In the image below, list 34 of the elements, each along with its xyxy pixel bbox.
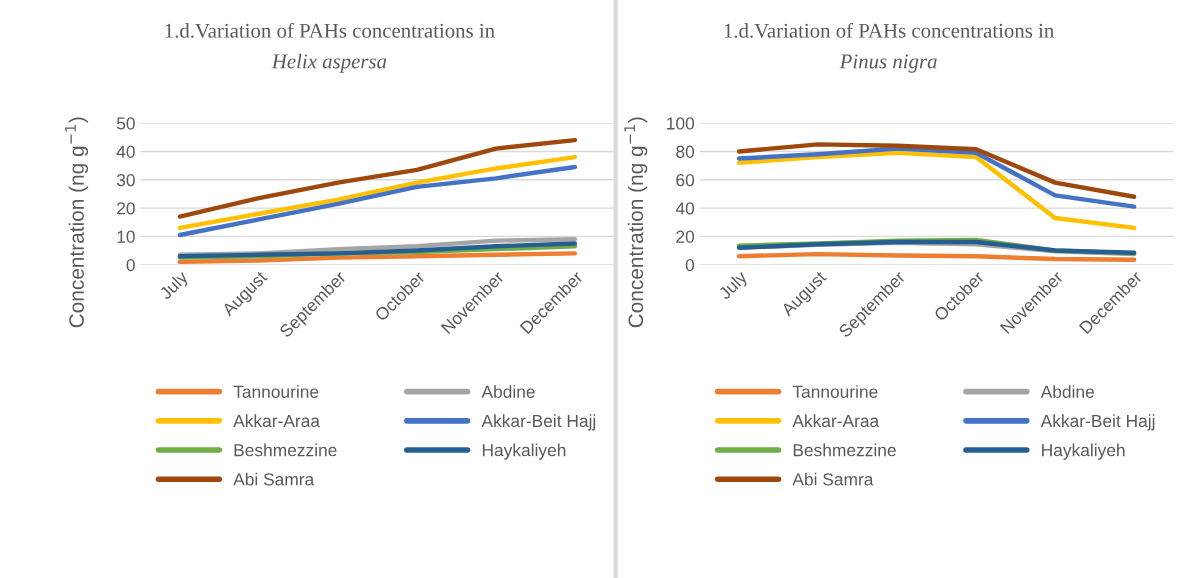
legend-label: Akkar-Araa — [792, 414, 880, 428]
legend-label: Akkar-Beit Hajj — [1040, 414, 1155, 431]
legend-label: Beshmezzine — [234, 443, 337, 457]
chart-title: 1.d.Variation of PAHs concentrations in — [724, 22, 1054, 38]
legend-label: Abi Samra — [792, 472, 874, 486]
y-tick-label: 40 — [116, 145, 135, 158]
y-tick-label: 10 — [117, 230, 135, 243]
y-tick-label: 50 — [116, 117, 135, 130]
legend-label: Akkar-Beit Hajj — [481, 414, 596, 431]
y-tick-label: 20 — [117, 202, 135, 215]
legend-label: Akkar-Araa — [233, 414, 320, 428]
y-axis-title: Concentration (ng g$^{−1}$) — [65, 117, 89, 328]
y-tick-label: 30 — [116, 173, 135, 187]
legend-label: Beshmezzine — [793, 443, 896, 457]
y-tick-label: 0 — [126, 258, 135, 272]
legend-label: Haykaliyeh — [1042, 443, 1125, 460]
y-tick-label: 20 — [676, 230, 695, 243]
chart-title: 1.d.Variation of PAHs concentrations in — [165, 22, 495, 38]
chart-subtitle: Helix aspersa — [271, 53, 387, 73]
legend-label: Abdine — [1040, 385, 1094, 398]
legend-label: Tannourine — [792, 385, 878, 398]
legend-label: Abdine — [481, 385, 535, 398]
y-tick-label: 80 — [676, 145, 695, 158]
y-axis-title: Concentration (ng g$^{−1}$) — [624, 117, 648, 328]
legend-label: Abi Samra — [233, 472, 315, 486]
y-tick-label: 40 — [675, 202, 695, 215]
y-tick-label: 100 — [667, 117, 695, 130]
legend-label: Haykaliyeh — [482, 443, 566, 460]
x-tick-label: July — [158, 269, 192, 303]
legend-label: Tannourine — [233, 385, 319, 398]
x-tick-label: July — [717, 269, 751, 303]
y-tick-label: 0 — [685, 258, 695, 272]
y-tick-label: 60 — [676, 173, 695, 187]
chart-subtitle: Pinus nigra — [839, 54, 937, 73]
